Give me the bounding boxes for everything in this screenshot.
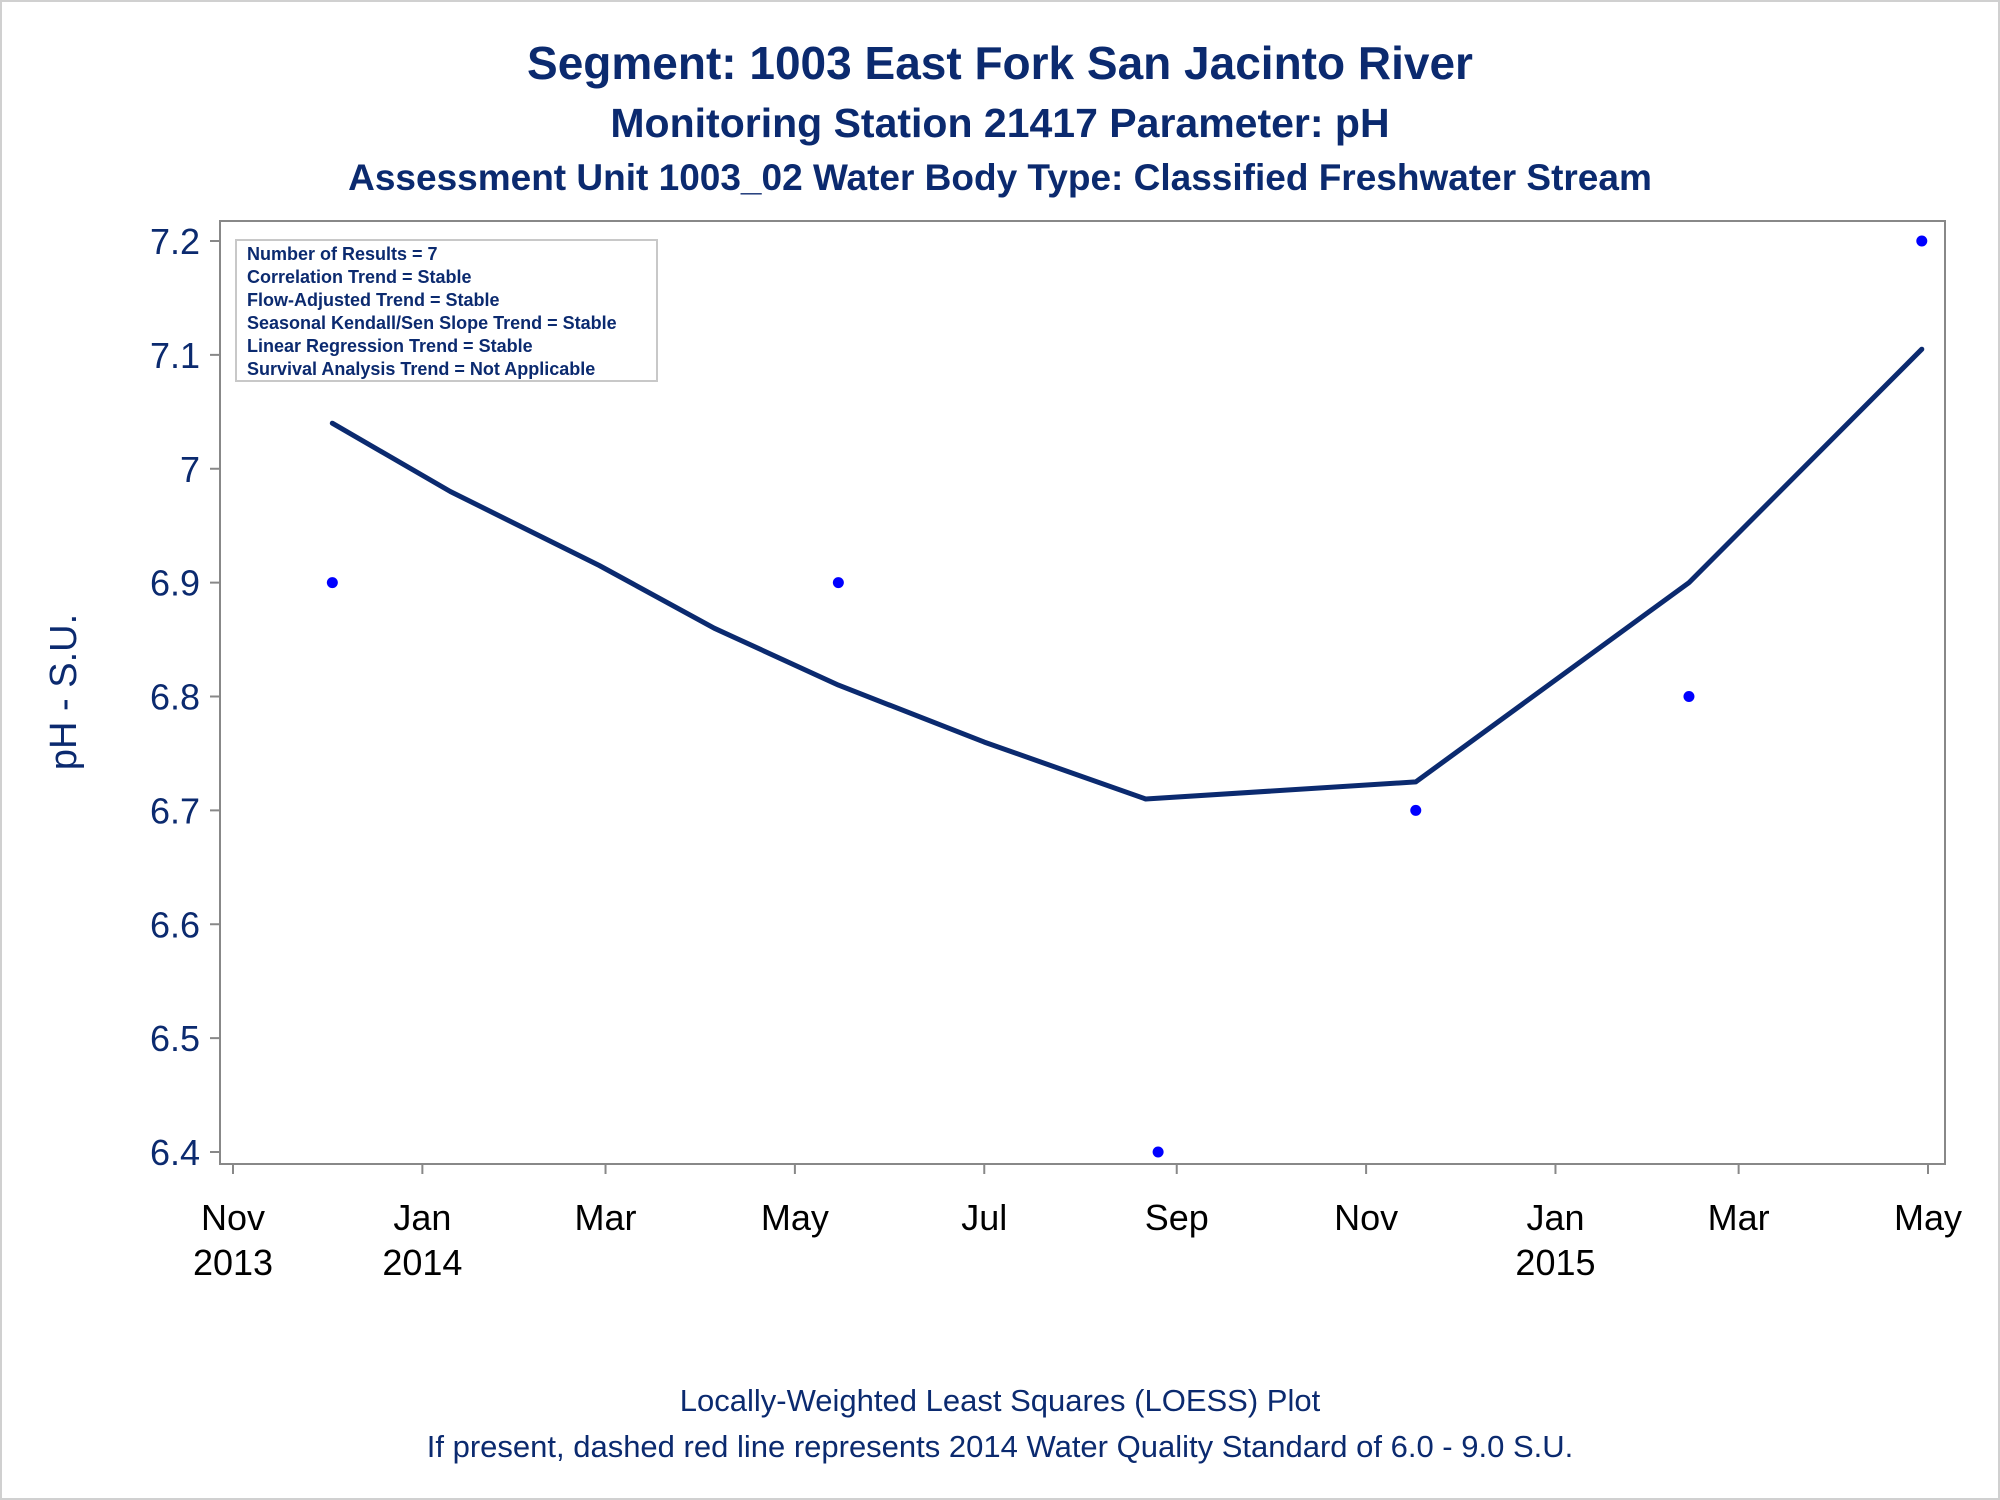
y-tick-label: 6.7: [150, 790, 200, 831]
y-axis: 6.4 6.5 6.6 6.7 6.8 6.9 7 7.1 7.2: [150, 221, 220, 1173]
x-tick-label: Jan: [393, 1197, 451, 1238]
legend-entry: Linear Regression Trend = Stable: [247, 336, 533, 356]
x-tick-year-label: 2014: [382, 1242, 462, 1283]
y-tick-label: 7.2: [150, 221, 200, 262]
y-axis-label: pH - S.U.: [43, 614, 85, 770]
x-tick-label: Mar: [1708, 1197, 1770, 1238]
y-tick-label: 7.1: [150, 335, 200, 376]
x-tick-label: Nov: [1334, 1197, 1398, 1238]
x-tick-year-label: 2015: [1515, 1242, 1595, 1283]
x-tick-label: Nov: [201, 1197, 265, 1238]
loess-line: [329, 346, 1925, 802]
footnote-2: If present, dashed red line represents 2…: [427, 1429, 1574, 1464]
data-point: [1683, 691, 1695, 702]
legend-entry: Correlation Trend = Stable: [247, 267, 472, 287]
chart-title: Segment: 1003 East Fork San Jacinto Rive…: [527, 37, 1473, 89]
legend-entry: Survival Analysis Trend = Not Applicable: [247, 359, 595, 379]
x-tick-label: May: [761, 1197, 829, 1238]
legend: Number of Results = 7 Correlation Trend =…: [235, 239, 658, 382]
legend-box: [235, 239, 658, 382]
plot-area: [219, 220, 1946, 1165]
x-tick-year-label: 2013: [193, 1242, 273, 1283]
x-tick-label: Jan: [1526, 1197, 1584, 1238]
y-tick-label: 6.8: [150, 677, 200, 718]
data-point: [1410, 804, 1422, 816]
y-tick-label: 6.5: [150, 1018, 200, 1059]
x-tick-label: Sep: [1145, 1197, 1209, 1238]
y-tick-label: 6.4: [150, 1132, 200, 1173]
x-tick-label: May: [1894, 1197, 1962, 1238]
y-tick-label: 6.9: [150, 563, 200, 604]
data-point: [1152, 1146, 1164, 1158]
y-tick-label: 7: [180, 449, 200, 490]
data-point: [1916, 235, 1928, 247]
x-tick-label: Jul: [961, 1197, 1007, 1238]
chart-subtitle: Monitoring Station 21417 Parameter: pH: [610, 100, 1389, 146]
chart-subtitle-2: Assessment Unit 1003_02 Water Body Type:…: [348, 157, 1652, 198]
legend-entry: Number of Results = 7: [247, 244, 438, 264]
footnote-1: Locally-Weighted Least Squares (LOESS) P…: [680, 1383, 1321, 1418]
x-tick-label: Mar: [575, 1197, 637, 1238]
legend-entry: Flow-Adjusted Trend = Stable: [247, 290, 500, 310]
data-point: [326, 577, 338, 589]
legend-entry: Seasonal Kendall/Sen Slope Trend = Stabl…: [247, 313, 617, 333]
y-tick-label: 6.6: [150, 904, 200, 945]
data-point: [832, 577, 844, 589]
